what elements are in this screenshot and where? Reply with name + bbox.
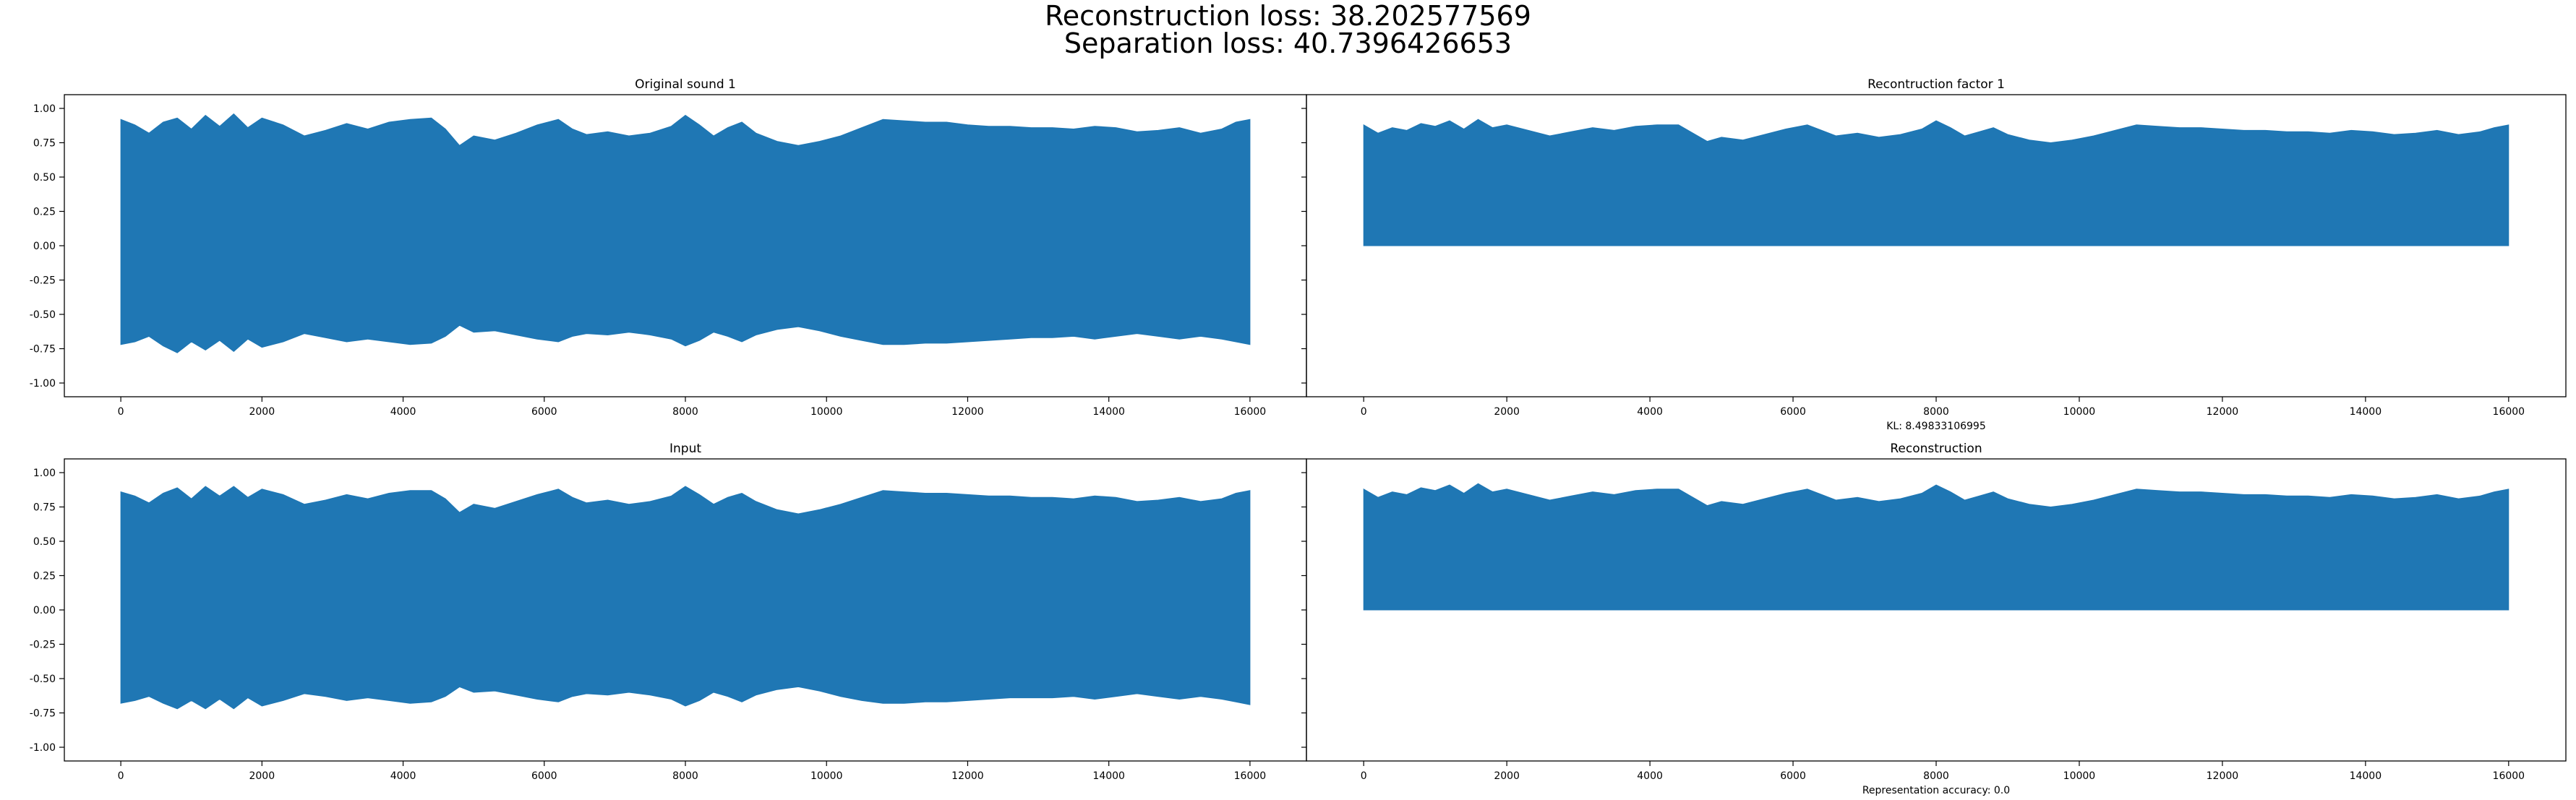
x-tick-label: 16000 [1234, 406, 1267, 418]
x-tick-label: 6000 [531, 406, 557, 418]
x-tick-label: 10000 [2063, 406, 2096, 418]
x-tick-label: 0 [118, 770, 124, 782]
figure-title-separation-loss: Separation loss: 40.7396426653 [1064, 27, 1512, 59]
y-tick-label: -0.50 [30, 309, 56, 321]
x-tick-label: 0 [1361, 770, 1367, 782]
y-tick-label: -0.75 [30, 344, 56, 356]
y-tick-label: 1.00 [33, 468, 56, 479]
y-tick-label: -0.25 [30, 640, 56, 651]
x-tick-label: 10000 [810, 406, 843, 418]
waveform-area [120, 486, 1251, 710]
y-tick-label: -0.25 [30, 275, 56, 287]
x-tick-label: 2000 [1494, 770, 1520, 782]
x-tick-label: 6000 [1780, 406, 1806, 418]
subplot-4: Reconstruction 0 2000 4000 6000 8000 10000 1200… [1301, 442, 2567, 796]
subplot-title: Original sound 1 [635, 77, 736, 92]
y-tick-label: 0.50 [33, 536, 56, 548]
subplot-title: Recontruction factor 1 [1867, 77, 2005, 92]
x-tick-label: 8000 [672, 406, 698, 418]
y-tick-label: 1.00 [33, 103, 56, 115]
x-tick-label: 8000 [1923, 406, 1949, 418]
x-tick-label: 14000 [1092, 770, 1125, 782]
x-tick-label: 0 [1361, 406, 1367, 418]
x-tick-label: 4000 [1637, 770, 1663, 782]
y-tick-label: -1.00 [30, 378, 56, 390]
x-tick-label: 12000 [951, 770, 984, 782]
x-tick-label: 10000 [2063, 770, 2096, 782]
x-tick-label: 12000 [2207, 406, 2239, 418]
subplot-title: Reconstruction [1890, 442, 1982, 456]
waveform-area [120, 113, 1251, 353]
y-tick-label: 0.25 [33, 571, 56, 582]
waveform-area [1363, 483, 2509, 611]
waveform-area [1363, 119, 2509, 246]
x-tick-label: 8000 [672, 770, 698, 782]
x-tick-label: 14000 [1092, 406, 1125, 418]
x-tick-label: 12000 [2207, 770, 2239, 782]
subplot-1: Original sound 1 0 2000 4000 6000 8000 10000 12… [30, 77, 1307, 418]
y-tick-label: -0.75 [30, 708, 56, 720]
y-tick-label: 0.50 [33, 172, 56, 184]
x-tick-label: 16000 [1234, 770, 1267, 782]
figure-title-reconstruction-loss: Reconstruction loss: 38.202577569 [1045, 0, 1531, 32]
subplot-title: Input [669, 442, 701, 456]
subplot-note: KL: 8.49833106995 [1886, 421, 1985, 432]
y-tick-label: 0.25 [33, 207, 56, 218]
x-tick-label: 2000 [249, 406, 275, 418]
x-tick-label: 14000 [2350, 406, 2382, 418]
x-tick-label: 10000 [810, 770, 843, 782]
x-tick-label: 14000 [2350, 770, 2382, 782]
y-tick-label: 0.00 [33, 241, 56, 252]
y-tick-label: 0.75 [33, 138, 56, 150]
y-tick-label: 0.75 [33, 502, 56, 514]
subplot-3: Input 0 2000 4000 6000 8000 10000 12000 14000 160… [30, 442, 1307, 782]
x-tick-label: 16000 [2493, 770, 2525, 782]
y-tick-label: -1.00 [30, 742, 56, 754]
subplot-note: Representation accuracy: 0.0 [1862, 785, 2010, 796]
x-tick-label: 2000 [249, 770, 275, 782]
y-tick-label: -0.50 [30, 674, 56, 685]
x-tick-label: 4000 [1637, 406, 1663, 418]
x-tick-label: 2000 [1494, 406, 1520, 418]
x-tick-label: 4000 [390, 770, 416, 782]
x-tick-label: 12000 [951, 406, 984, 418]
x-tick-label: 8000 [1923, 770, 1949, 782]
x-tick-label: 6000 [1780, 770, 1806, 782]
y-tick-label: 0.00 [33, 605, 56, 616]
x-tick-label: 4000 [390, 406, 416, 418]
subplot-2: Recontruction factor 1 0 2000 4000 6000 8000 1… [1301, 77, 2567, 432]
x-tick-label: 0 [118, 406, 124, 418]
x-tick-label: 16000 [2493, 406, 2525, 418]
x-tick-label: 6000 [531, 770, 557, 782]
